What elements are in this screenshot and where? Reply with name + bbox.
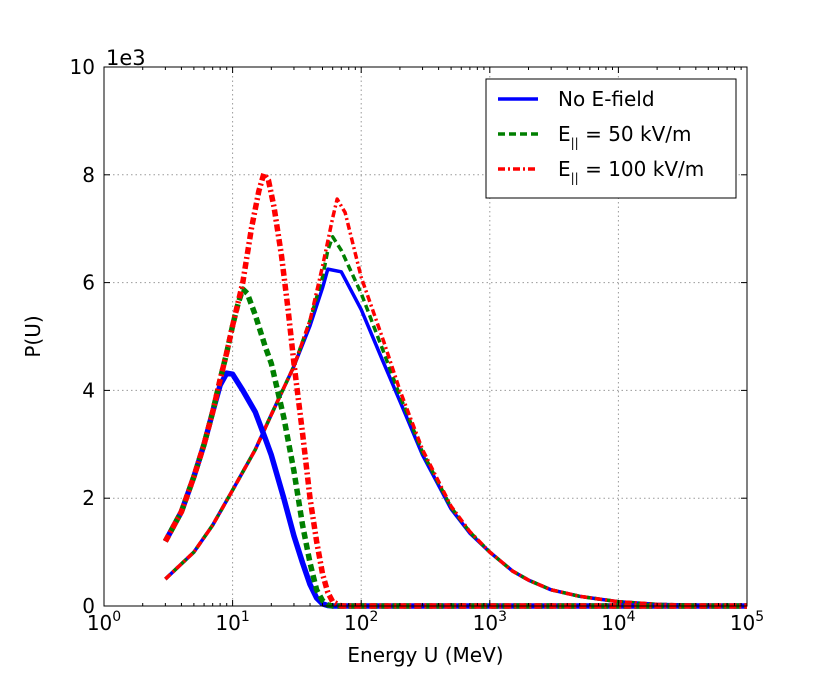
y-tick-label: 8 xyxy=(82,163,95,187)
x-axis-label: Energy U (MeV) xyxy=(347,643,503,667)
x-tick-label: 105 xyxy=(730,609,764,635)
legend-suffix: = 50 kV/m xyxy=(579,122,692,146)
x-tick-base: 10 xyxy=(473,611,498,635)
y-axis-label: P(U) xyxy=(21,315,45,357)
x-tick-base: 10 xyxy=(215,611,240,635)
y-tick-label: 10 xyxy=(70,55,95,79)
legend-text: E xyxy=(558,122,571,146)
x-tick-base: 10 xyxy=(344,611,369,635)
x-tick-exponent: 0 xyxy=(112,609,121,625)
x-tick-exponent: 3 xyxy=(498,609,507,625)
x-tick-label: 101 xyxy=(215,609,249,635)
x-tick-exponent: 2 xyxy=(369,609,378,625)
legend-label-e50: E|| = 50 kV/m xyxy=(558,122,692,150)
x-tick-exponent: 5 xyxy=(755,609,764,625)
x-tick-exponent: 4 xyxy=(627,609,636,625)
legend-subscript: || xyxy=(571,171,579,185)
legend-label-no_efield: No E-field xyxy=(558,87,655,111)
x-tick-label: 104 xyxy=(601,609,635,635)
y-tick-label: 4 xyxy=(82,378,95,402)
y-offset-label: 1e3 xyxy=(106,46,146,70)
legend-subscript: || xyxy=(571,136,579,150)
x-tick-base: 10 xyxy=(730,611,755,635)
x-tick-base: 10 xyxy=(601,611,626,635)
legend-label-e100: E|| = 100 kV/m xyxy=(558,157,704,185)
series-line-e100_thin xyxy=(164,197,748,608)
x-tick-exponent: 1 xyxy=(241,609,250,625)
x-tick-label: 102 xyxy=(344,609,378,635)
legend-text: No E-field xyxy=(558,87,655,111)
y-tick-label: 6 xyxy=(82,271,95,295)
legend-suffix: = 100 kV/m xyxy=(579,157,705,181)
x-tick-base: 10 xyxy=(87,611,112,635)
x-tick-label: 100 xyxy=(87,609,121,635)
x-tick-label: 103 xyxy=(473,609,507,635)
plot-frame xyxy=(103,66,748,607)
legend-text: E xyxy=(558,157,571,181)
y-tick-label: 0 xyxy=(82,594,95,618)
series-line-e100 xyxy=(162,170,747,609)
y-tick-label: 2 xyxy=(82,486,95,510)
